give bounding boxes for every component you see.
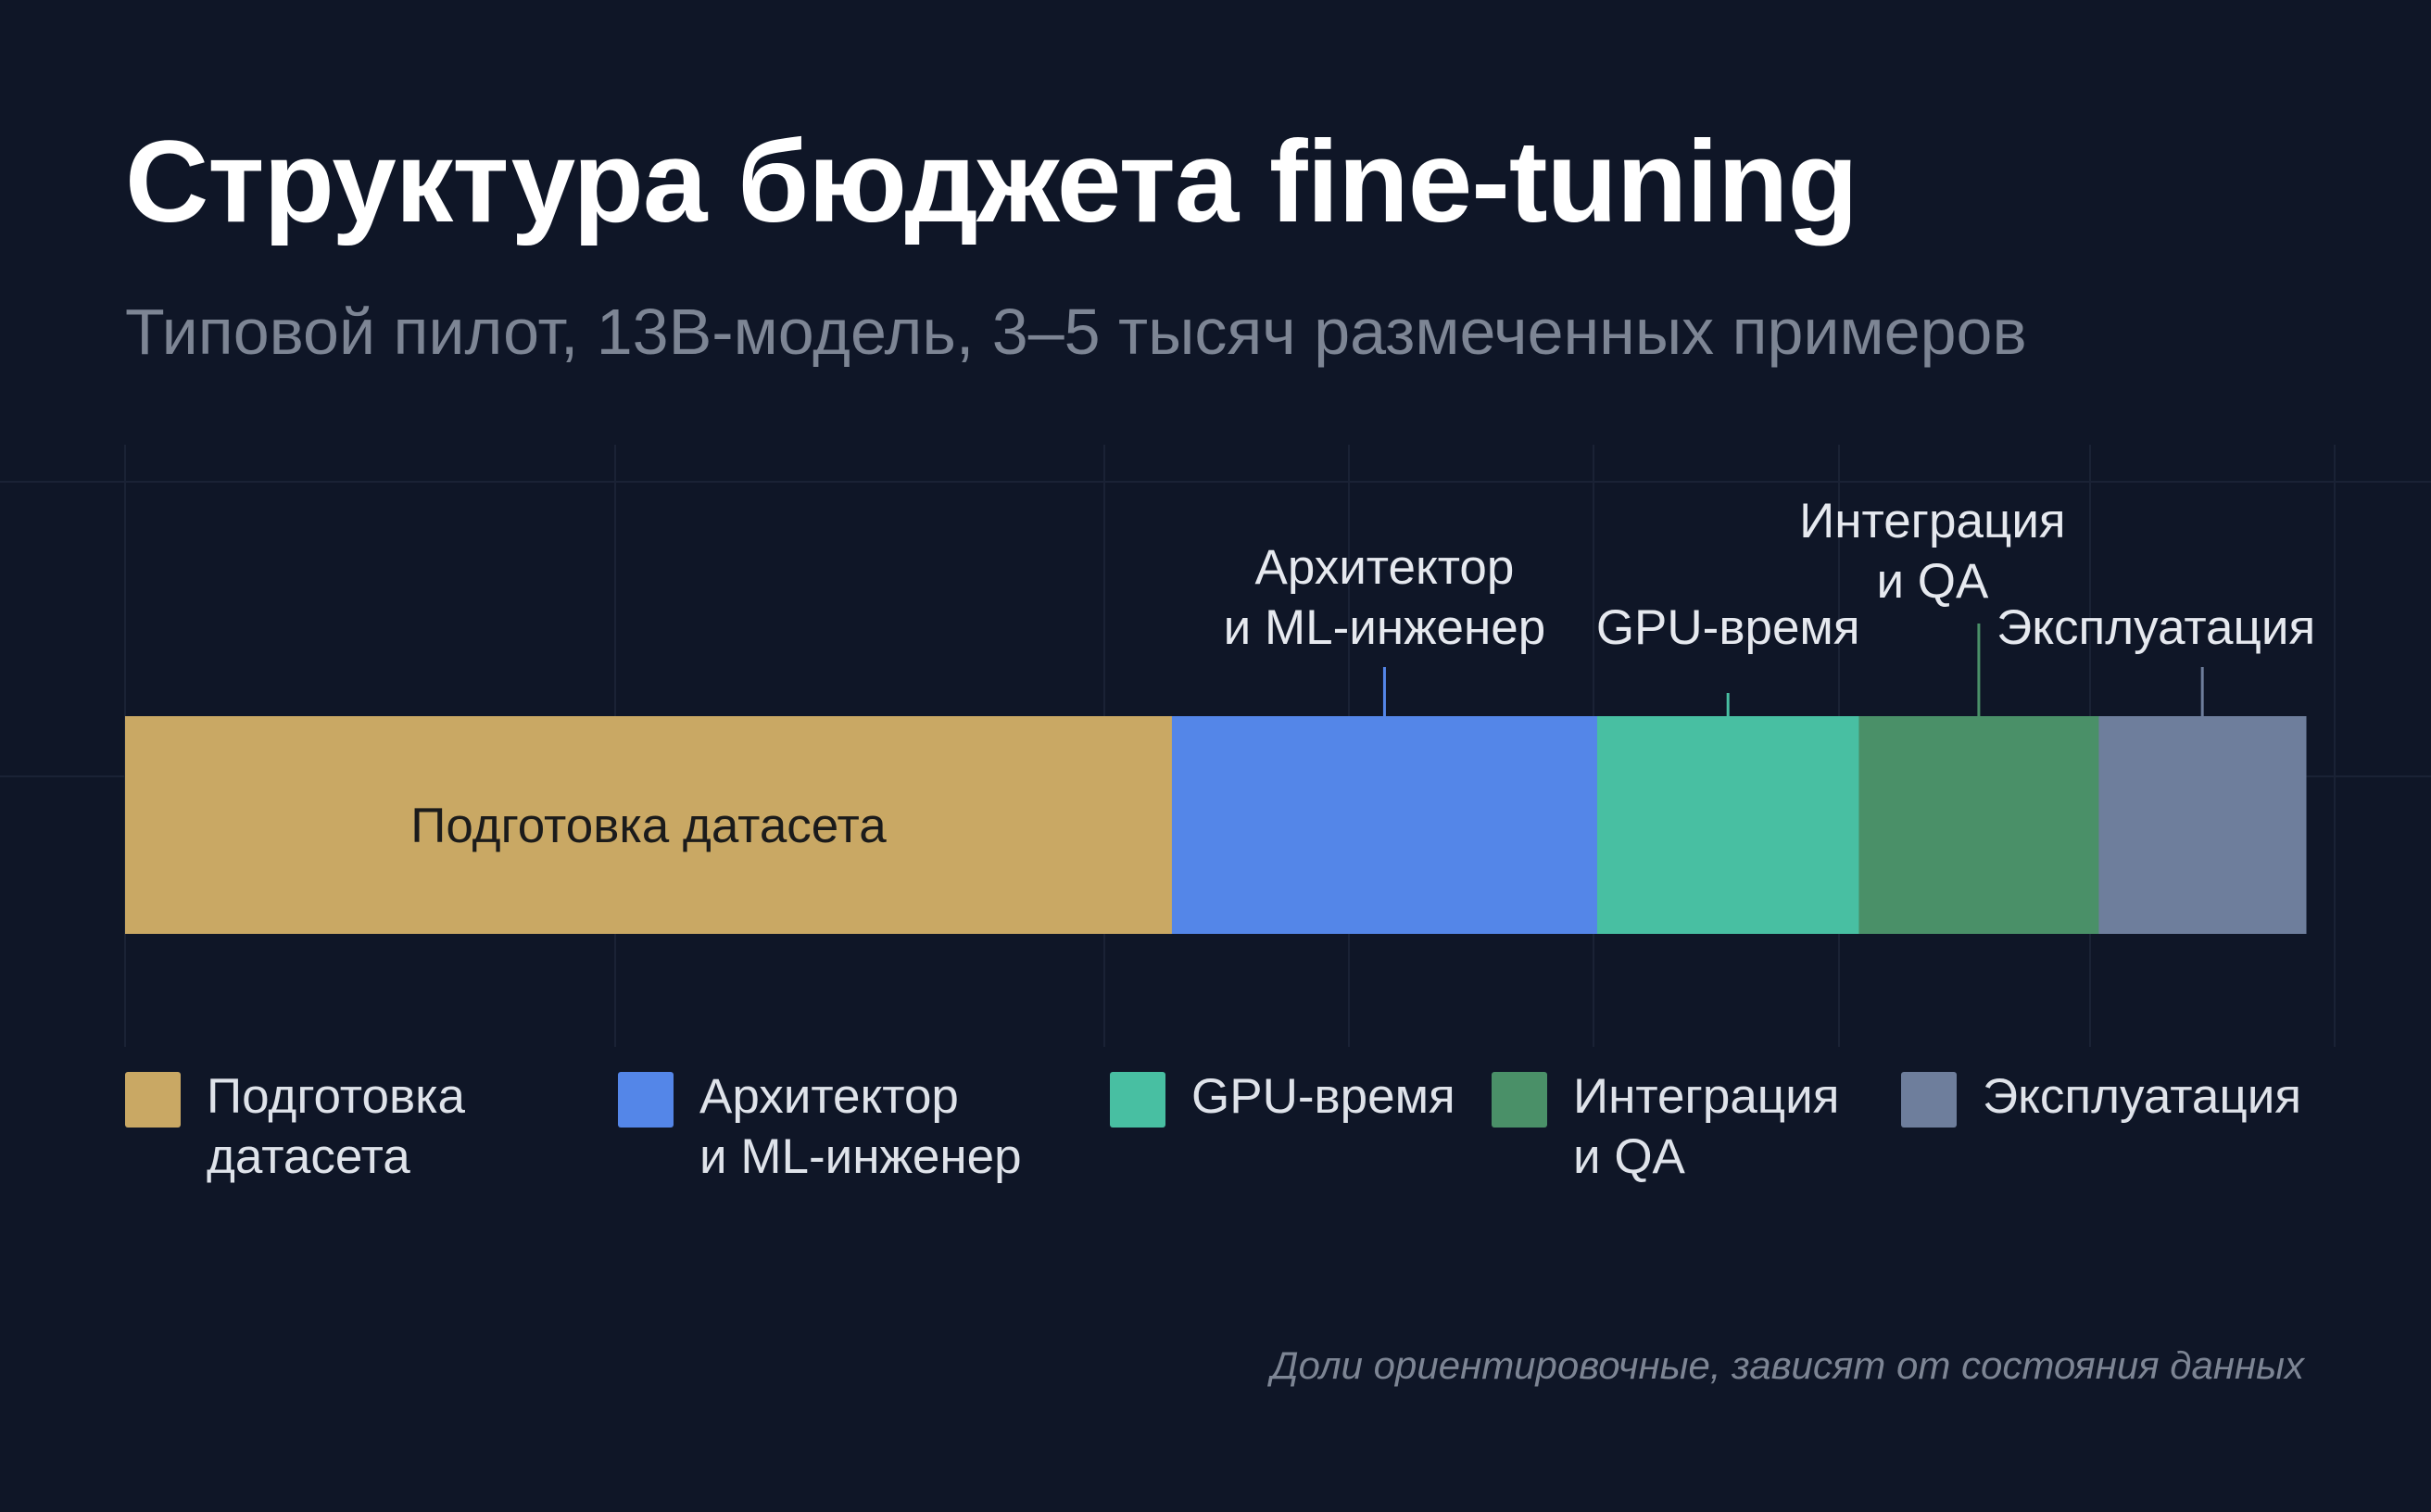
- legend-swatch: [125, 1072, 181, 1128]
- bar-segment-label: Подготовка датасета: [410, 799, 887, 853]
- footnote: Доли ориентировочные, зависят от состоян…: [1270, 1343, 2304, 1387]
- bar-segment: [2098, 716, 2307, 934]
- bar-segment: [125, 716, 1173, 934]
- legend-swatch: [1492, 1072, 1547, 1128]
- chart-subtitle: Типовой пилот, 13B-модель, 3–5 тысяч раз…: [125, 296, 2027, 368]
- callout-label: GPU-время: [1596, 600, 1860, 655]
- legend-label: GPU-время: [1191, 1069, 1455, 1124]
- callout-label: Интеграция и QA: [1799, 494, 2065, 609]
- legend-label: Подготовка датасета: [207, 1069, 465, 1184]
- callout-label: Эксплуатация: [1996, 600, 2315, 655]
- bar-segment: [1858, 716, 2099, 934]
- chart-title: Структура бюджета fine-tuning: [125, 118, 1858, 246]
- callout-label: Архитектор и ML-инженер: [1224, 540, 1546, 655]
- legend-swatch: [1901, 1072, 1957, 1128]
- legend-label: Архитектор и ML-инженер: [699, 1069, 1022, 1184]
- bar-segment: [1171, 716, 1598, 934]
- bar-segment: [1596, 716, 1859, 934]
- legend-label: Эксплуатация: [1983, 1069, 2302, 1124]
- legend-label: Интеграция и QA: [1573, 1069, 1840, 1184]
- legend-swatch: [618, 1072, 674, 1128]
- legend-swatch: [1110, 1072, 1165, 1128]
